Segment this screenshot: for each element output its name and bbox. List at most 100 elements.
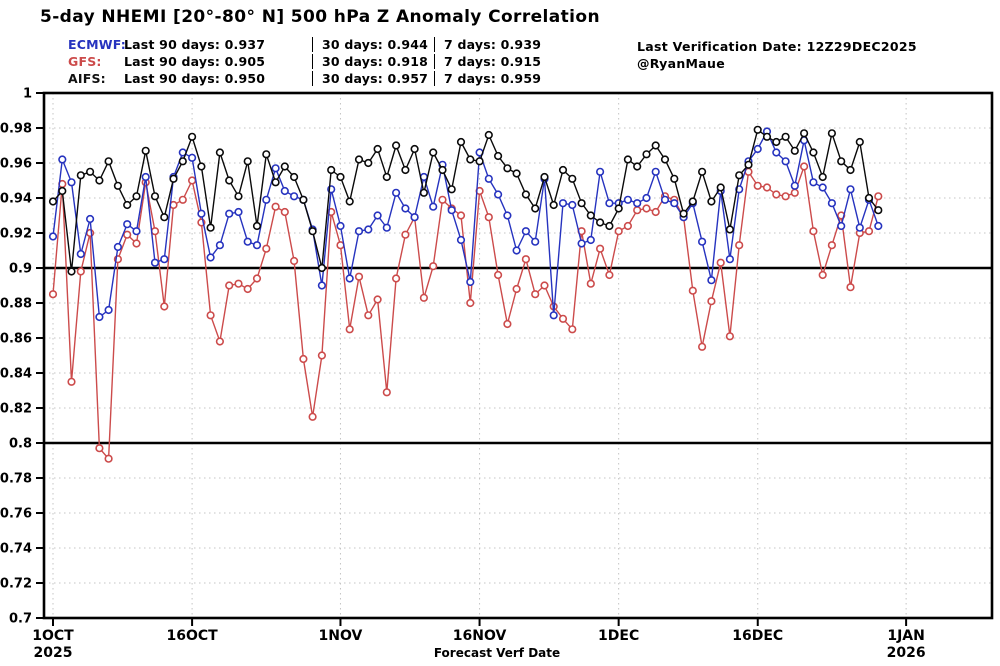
data-point-ecmwf (466, 277, 475, 287)
data-point-aifs (614, 204, 623, 213)
legend-row-gfs: GFS: Last 90 days: 0.905 30 days: 0.918 … (68, 53, 564, 70)
data-point-aifs (141, 146, 150, 155)
data-point-aifs (252, 221, 262, 231)
data-point-gfs (809, 227, 818, 236)
data-point-gfs (252, 274, 262, 283)
data-point-gfs (373, 295, 382, 304)
x-axis-label: Forecast Verf Date (434, 646, 560, 660)
x-axis-tick-label: 1OCT (32, 628, 74, 644)
data-point-ecmwf (67, 178, 76, 187)
stat-90d: Last 90 days: 0.937 (124, 37, 266, 52)
data-point-ecmwf (382, 223, 391, 232)
data-point-gfs (262, 244, 271, 253)
data-point-ecmwf (651, 167, 660, 176)
data-point-aifs (188, 132, 197, 141)
x-axis-tick-label: 16DEC (732, 628, 783, 644)
data-point-gfs (308, 412, 317, 421)
data-point-gfs (494, 270, 503, 280)
data-point-gfs (781, 192, 790, 201)
data-point-gfs (642, 204, 651, 213)
data-point-gfs (280, 207, 289, 217)
data-point-ecmwf (336, 221, 345, 231)
plot-frame (42, 91, 994, 620)
data-point-aifs (95, 176, 104, 185)
data-point-aifs (670, 174, 679, 183)
data-point-aifs (484, 130, 493, 140)
data-point-ecmwf (290, 192, 299, 201)
data-point-gfs (95, 444, 104, 453)
data-point-ecmwf (484, 174, 493, 183)
stat-90d: Last 90 days: 0.950 (124, 71, 266, 86)
data-point-aifs (494, 151, 503, 161)
data-point-ecmwf (271, 164, 280, 173)
data-point-ecmwf (215, 241, 224, 250)
data-point-ecmwf (790, 181, 799, 190)
y-axis-tick-label: 0.98 (0, 122, 32, 137)
data-point-gfs (466, 298, 475, 308)
x-axis-tick-label: 1NOV (319, 628, 363, 644)
data-point-aifs (549, 200, 558, 210)
data-point-ecmwf (58, 155, 67, 164)
data-point-ecmwf (447, 206, 456, 215)
data-point-gfs (364, 311, 373, 320)
data-point-ecmwf (633, 199, 642, 208)
data-point-ecmwf (160, 255, 169, 264)
y-axis-tick-label: 0.88 (0, 297, 32, 312)
data-point-ecmwf (401, 204, 410, 213)
data-point-ecmwf (132, 227, 141, 236)
data-point-aifs (123, 200, 132, 210)
legend-row-aifs: AIFS: Last 90 days: 0.950 30 days: 0.957… (68, 70, 564, 87)
data-point-gfs (429, 262, 438, 271)
data-point-ecmwf (855, 223, 864, 232)
data-point-ecmwf (429, 202, 438, 211)
data-point-gfs (762, 183, 772, 192)
data-point-aifs (642, 150, 651, 159)
data-point-aifs (679, 209, 688, 218)
data-point-aifs (633, 162, 642, 171)
data-point-gfs (725, 332, 735, 341)
model-label-gfs: GFS: (68, 54, 102, 69)
data-point-aifs (772, 137, 781, 147)
y-axis-tick-label: 0.94 (0, 192, 32, 207)
data-point-ecmwf (772, 148, 781, 157)
data-point-aifs (410, 144, 419, 154)
data-point-aifs (623, 155, 633, 164)
data-point-aifs (605, 221, 614, 231)
data-point-aifs (401, 165, 410, 175)
data-point-ecmwf (753, 144, 762, 154)
data-point-aifs (735, 171, 744, 180)
data-point-ecmwf (150, 258, 160, 267)
data-point-aifs (809, 148, 818, 157)
data-point-ecmwf (85, 214, 95, 224)
data-point-gfs (772, 190, 781, 199)
y-axis-tick-label: 0.84 (0, 367, 32, 382)
data-point-gfs (76, 267, 85, 276)
x-axis-year-label: 2026 (887, 645, 926, 661)
data-point-gfs (605, 270, 614, 280)
data-point-gfs (299, 354, 308, 364)
data-point-gfs (595, 244, 605, 253)
verification-date: Last Verification Date: 12Z29DEC2025 (637, 39, 917, 54)
data-point-ecmwf (188, 153, 197, 162)
data-point-gfs (150, 227, 160, 236)
data-point-ecmwf (234, 207, 243, 217)
legend-row-ecmwf: ECMWF: Last 90 days: 0.937 30 days: 0.94… (68, 36, 564, 53)
data-point-ecmwf (104, 305, 113, 315)
data-point-ecmwf (141, 172, 150, 182)
chart-title: 5-day NHEMI [20°-80° N] 500 hPa Z Anomal… (40, 7, 600, 27)
data-point-ecmwf (76, 249, 85, 259)
data-point-aifs (327, 165, 336, 175)
data-point-ecmwf (123, 220, 132, 229)
data-point-aifs (651, 141, 660, 150)
data-point-ecmwf (531, 237, 540, 246)
data-point-gfs (48, 290, 58, 299)
data-point-gfs (818, 270, 827, 280)
data-point-gfs (456, 211, 466, 220)
data-point-aifs (558, 165, 568, 175)
data-point-ecmwf (354, 227, 364, 236)
data-point-aifs (225, 176, 234, 185)
y-axis-tick-label: 1 (23, 87, 32, 102)
data-point-aifs (512, 169, 521, 178)
data-point-gfs (392, 274, 401, 283)
